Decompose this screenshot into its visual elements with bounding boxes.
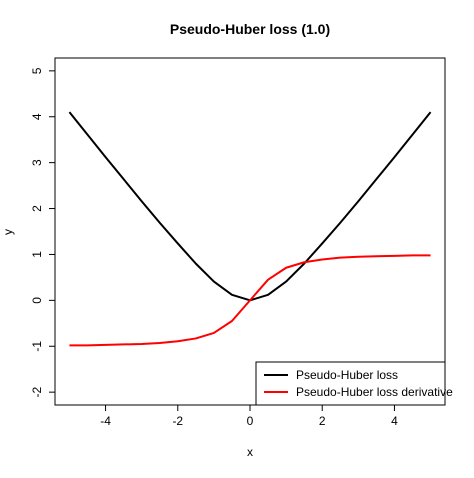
chart-title: Pseudo-Huber loss (1.0): [170, 21, 330, 37]
y-tick-label: -2: [30, 386, 44, 397]
data-line: [68, 111, 432, 302]
plot-frame: [54, 57, 446, 406]
y-axis-label: y: [1, 229, 15, 235]
x-axis-label: x: [247, 445, 253, 459]
y-tick-label: 3: [30, 159, 44, 166]
y-tick-label: 4: [30, 113, 44, 120]
x-tick-label: -4: [100, 414, 111, 428]
y-tick-label: 5: [30, 67, 44, 74]
x-tick-label: 0: [247, 414, 254, 428]
data-line: [69, 254, 431, 347]
y-tick-label: -1: [30, 341, 44, 352]
x-tick-label: 4: [391, 414, 398, 428]
legend-label: Pseudo-Huber loss: [296, 368, 398, 382]
x-tick-label: -2: [172, 414, 183, 428]
y-tick-label: 1: [30, 251, 44, 258]
x-tick-label: 2: [319, 414, 326, 428]
legend-box: [255, 361, 446, 406]
y-tick-label: 0: [30, 297, 44, 304]
legend-label: Pseudo-Huber loss derivative: [296, 385, 453, 399]
y-tick-label: 2: [30, 205, 44, 212]
